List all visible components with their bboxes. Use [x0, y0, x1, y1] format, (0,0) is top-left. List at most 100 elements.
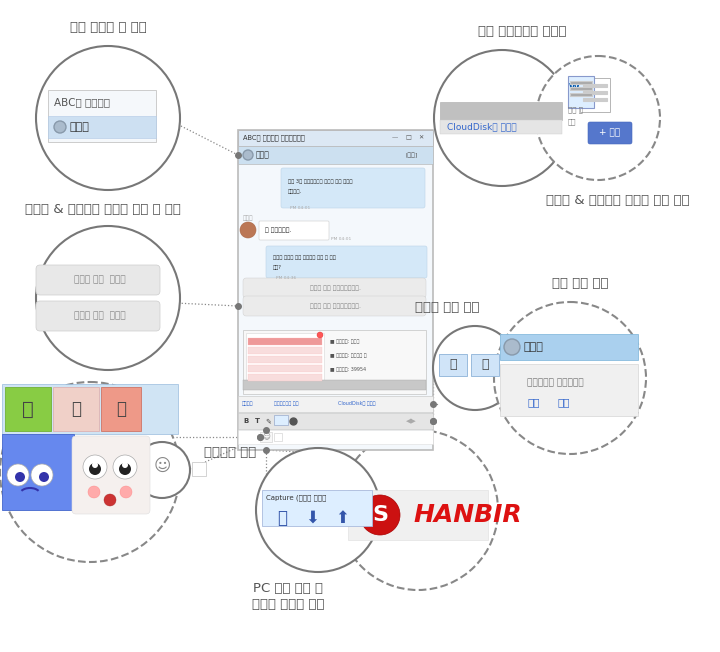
Bar — [238, 130, 433, 450]
Text: PM 04:36: PM 04:36 — [276, 276, 296, 280]
Bar — [238, 413, 433, 429]
Bar — [262, 490, 372, 526]
FancyBboxPatch shape — [36, 301, 160, 331]
Circle shape — [36, 226, 180, 370]
Bar — [243, 380, 426, 390]
Circle shape — [83, 455, 107, 479]
Circle shape — [36, 46, 180, 190]
Text: Capture (캡쳐한 이미지: Capture (캡쳐한 이미지 — [266, 495, 326, 501]
Text: S: S — [372, 505, 388, 525]
Bar — [580, 78, 610, 112]
Text: HANBIR: HANBIR — [413, 503, 521, 527]
Bar — [248, 338, 322, 345]
Circle shape — [113, 455, 137, 479]
Bar — [583, 91, 607, 94]
Bar — [248, 356, 322, 363]
Text: 네 알겠습니다.: 네 알겠습니다. — [265, 227, 292, 233]
Text: 절짜: 절짜 — [568, 119, 577, 125]
Text: 홍길동 님이 초대되었습니다.: 홍길동 님이 초대되었습니다. — [310, 303, 361, 309]
Circle shape — [54, 121, 66, 133]
Circle shape — [434, 50, 570, 186]
Text: 🖥: 🖥 — [481, 359, 489, 372]
FancyBboxPatch shape — [266, 246, 427, 278]
Circle shape — [89, 463, 101, 475]
Text: ✕: ✕ — [418, 136, 423, 140]
Text: 다시받기: 다시받기 — [242, 402, 253, 406]
Text: 있습니다.: 있습니다. — [288, 190, 302, 194]
Bar — [248, 374, 322, 381]
Circle shape — [88, 486, 100, 498]
Bar — [248, 347, 322, 354]
Text: ◀▶: ◀▶ — [405, 418, 416, 424]
Text: T: T — [254, 418, 259, 424]
FancyBboxPatch shape — [243, 296, 426, 316]
Bar — [238, 396, 433, 412]
Circle shape — [240, 222, 256, 238]
Bar — [48, 116, 156, 138]
Circle shape — [134, 442, 190, 498]
FancyBboxPatch shape — [36, 265, 160, 295]
Text: 🖼: 🖼 — [277, 509, 287, 527]
Circle shape — [31, 464, 53, 486]
Text: + 복사: + 복사 — [600, 128, 621, 138]
Text: 김영회: 김영회 — [524, 342, 544, 352]
FancyBboxPatch shape — [243, 278, 426, 298]
Bar — [583, 98, 607, 101]
FancyBboxPatch shape — [281, 168, 425, 208]
Text: PM 04:01: PM 04:01 — [290, 206, 310, 210]
Bar — [274, 415, 288, 425]
Text: 🖥: 🖥 — [449, 359, 456, 372]
Text: 나의 클라우드로 업로드: 나의 클라우드로 업로드 — [478, 25, 566, 38]
Text: 거절: 거절 — [558, 397, 570, 407]
Text: 실시간 원격 지원: 실시간 원격 지원 — [415, 301, 480, 314]
Text: 길동 님과 대화: 길동 님과 대화 — [552, 277, 608, 290]
Text: CloudDisk로 보내기: CloudDisk로 보내기 — [447, 123, 517, 132]
Text: 이모티콘 전송: 이모티콘 전송 — [204, 445, 256, 458]
Text: ■ 첨부파일: 전자결재 원: ■ 첨부파일: 전자결재 원 — [330, 353, 366, 359]
Text: W: W — [569, 83, 580, 93]
Circle shape — [119, 463, 131, 475]
Circle shape — [360, 495, 400, 535]
Bar — [440, 120, 562, 134]
Circle shape — [39, 472, 49, 482]
Text: CloudDisk로 보내기: CloudDisk로 보내기 — [338, 402, 376, 406]
Bar — [238, 430, 433, 444]
Text: 까요?: 까요? — [273, 265, 282, 269]
Text: [거절]: [거절] — [405, 152, 418, 158]
Text: 다운이름으로 받기: 다운이름으로 받기 — [274, 402, 299, 406]
Bar — [500, 334, 638, 360]
Bar — [440, 102, 562, 120]
Bar — [260, 432, 272, 442]
Text: 👾: 👾 — [71, 400, 81, 418]
FancyBboxPatch shape — [72, 436, 150, 514]
Text: 대화 채팅방 명 설정: 대화 채팅방 명 설정 — [70, 21, 146, 34]
Text: 홍길동님이 원격지원을: 홍길동님이 원격지원을 — [527, 379, 583, 387]
Text: ABC사 그룹웨어 커스터마이징: ABC사 그룹웨어 커스터마이징 — [243, 135, 305, 141]
Circle shape — [120, 486, 132, 498]
Text: B: B — [243, 418, 248, 424]
Text: PM 04:01: PM 04:01 — [331, 237, 351, 241]
Circle shape — [0, 382, 180, 562]
Bar — [246, 333, 324, 387]
Bar — [570, 81, 592, 84]
Text: ⬆: ⬆ — [335, 509, 349, 527]
Bar — [243, 330, 426, 394]
Text: —: — — [392, 136, 398, 140]
Circle shape — [122, 462, 128, 468]
Bar — [570, 87, 592, 90]
Text: 권영옥: 권영옥 — [70, 122, 90, 132]
Text: ■ 보낸사람: 이상자: ■ 보낸사람: 이상자 — [330, 340, 359, 344]
Bar — [583, 84, 607, 87]
FancyBboxPatch shape — [588, 122, 632, 144]
Text: ☺: ☺ — [153, 457, 171, 475]
Circle shape — [104, 494, 116, 506]
Text: 드로잉 이미지 공유: 드로잉 이미지 공유 — [252, 598, 324, 611]
Bar — [2, 384, 178, 434]
Bar — [2, 434, 74, 510]
Text: 윤여훈 님이  초대됩: 윤여훈 님이 초대됩 — [74, 276, 126, 284]
Bar — [192, 462, 206, 476]
FancyBboxPatch shape — [5, 387, 51, 431]
Text: 🦎: 🦎 — [22, 400, 34, 419]
Bar — [238, 146, 433, 164]
Text: 신재품 기획안 자료 이메일로 받을 수 있을: 신재품 기획안 자료 이메일로 받을 수 있을 — [273, 254, 336, 259]
